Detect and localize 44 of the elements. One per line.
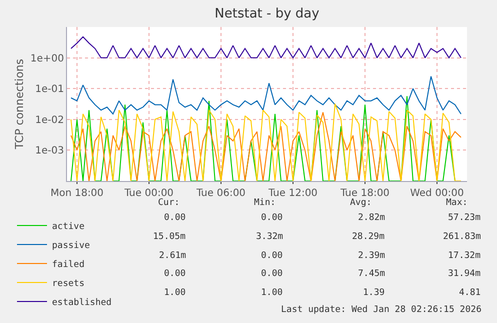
- text: Cur:: [158, 198, 180, 208]
- text: 3.32m: [256, 232, 284, 242]
- text: 0.00: [261, 251, 283, 261]
- text: Avg:: [350, 198, 372, 208]
- legend-label: established: [52, 298, 112, 308]
- text: 57.23m: [448, 213, 481, 223]
- text: 2.82m: [358, 213, 386, 223]
- text: Max:: [446, 198, 468, 208]
- text: 261.83m: [443, 232, 481, 242]
- text: 0.00: [261, 213, 283, 223]
- legend-label: resets: [52, 279, 85, 290]
- text: 0.00: [164, 213, 186, 223]
- x-tick-label: Mon 18:00: [50, 188, 104, 199]
- chart-title: Netstat - by day: [214, 6, 320, 22]
- x-tick-label: Tue 12:00: [267, 188, 318, 199]
- x-tick-label: Wed 00:00: [410, 188, 464, 199]
- line-series: [70, 76, 462, 114]
- text: Last update: Wed Jan 28 02:26:15 2026: [281, 305, 482, 315]
- text: 1.00: [164, 288, 186, 298]
- text: 1.00: [261, 288, 283, 298]
- text: 4.81: [459, 288, 481, 298]
- text: 2.61m: [159, 251, 186, 261]
- text: 0.00: [261, 269, 283, 279]
- y-tick-label: 1e+00: [30, 53, 64, 64]
- legend-label: passive: [52, 241, 90, 252]
- y-axis-title: TCP connections: [13, 58, 26, 150]
- text: Min:: [254, 198, 276, 208]
- text: 7.45m: [358, 269, 386, 279]
- text: 28.29m: [352, 232, 385, 242]
- x-tick-label: Tue 00:00: [123, 188, 174, 199]
- legend-label: active: [52, 222, 85, 232]
- legend-label: failed: [52, 260, 85, 270]
- text: 2.39m: [358, 251, 386, 261]
- y-tick-label: 1e-03: [35, 146, 64, 157]
- y-tick-label: 1e-01: [35, 84, 64, 96]
- text: 17.32m: [448, 251, 481, 261]
- text: 0.00: [164, 269, 186, 279]
- text: 31.94m: [448, 269, 481, 279]
- line-series: [70, 36, 462, 58]
- text: 1.39: [363, 288, 385, 298]
- text: 15.05m: [153, 232, 186, 242]
- x-tick-label: Tue 06:00: [195, 188, 246, 199]
- y-tick-label: 1e-02: [35, 114, 64, 126]
- x-tick-label: Tue 18:00: [339, 188, 390, 199]
